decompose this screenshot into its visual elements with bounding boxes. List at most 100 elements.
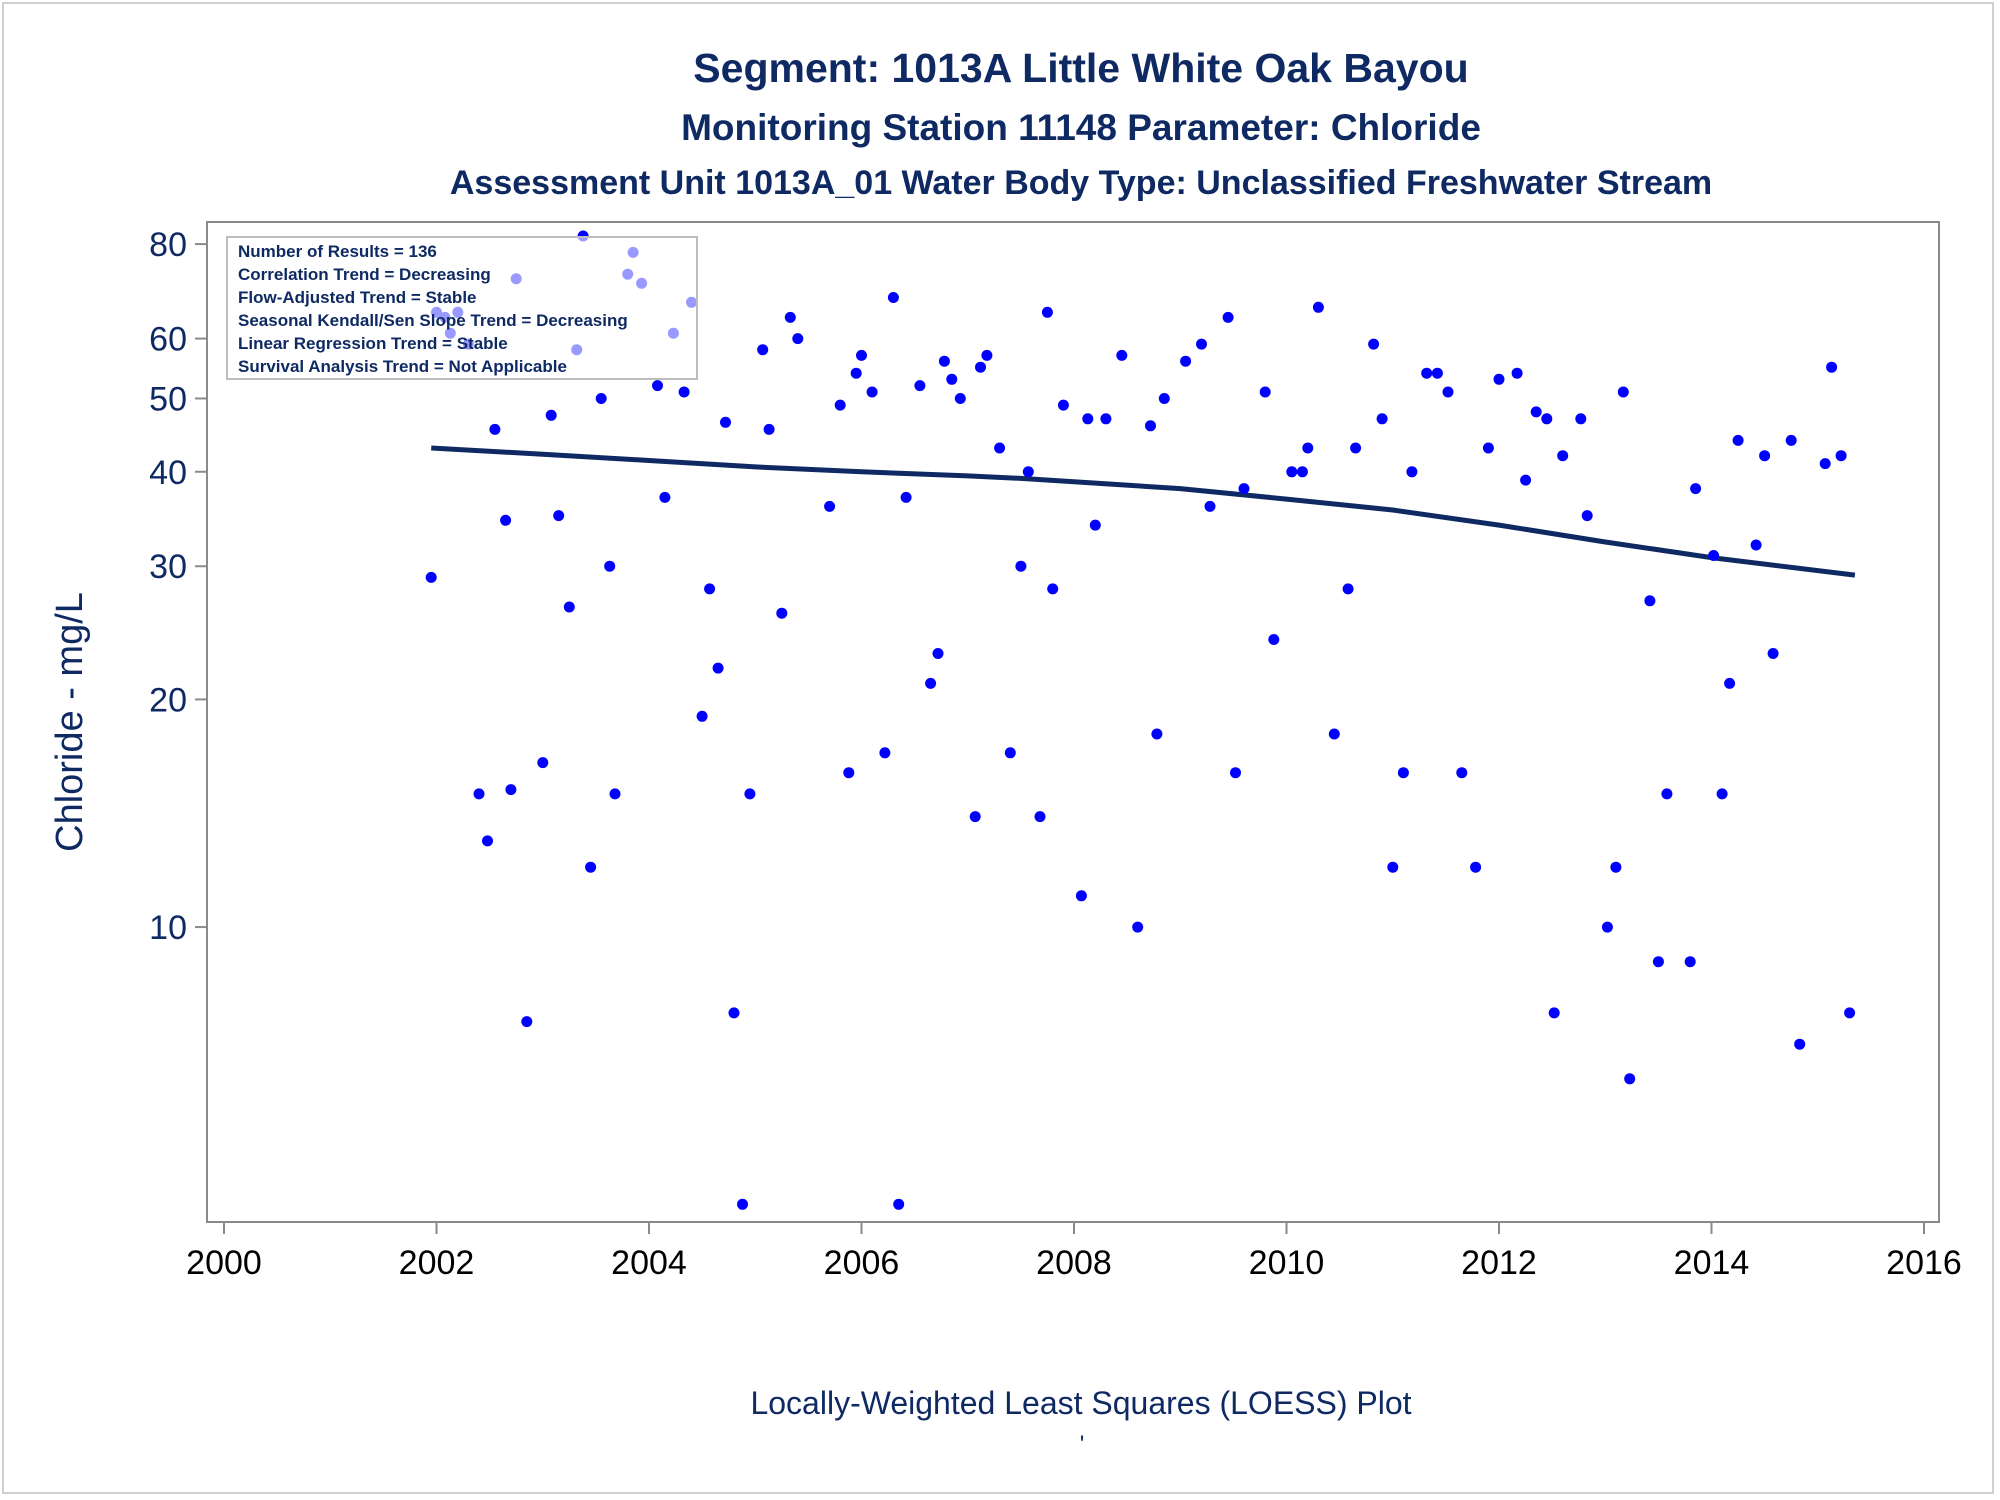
y-tick-label: 80 [149, 226, 187, 264]
data-point [1511, 367, 1523, 379]
data-point [866, 386, 878, 398]
data-point [1652, 956, 1664, 968]
chart-title: Segment: 1013A Little White Oak Bayou [693, 45, 1468, 91]
x-tick-label: 2014 [1674, 1244, 1750, 1282]
data-point [969, 811, 981, 823]
data-point [1328, 728, 1340, 740]
data-point [1406, 466, 1418, 478]
data-point [1082, 413, 1094, 425]
data-point [1387, 861, 1399, 873]
data-point [553, 510, 565, 522]
data-point [704, 583, 716, 595]
chart-canvas: Segment: 1013A Little White Oak Bayou Mo… [49, 45, 1962, 1458]
data-point [834, 399, 846, 411]
data-point [489, 423, 501, 435]
data-point [824, 500, 836, 512]
data-point [728, 1007, 740, 1019]
data-point [1376, 413, 1388, 425]
loess-trend-layer [431, 445, 1856, 578]
data-point [1342, 583, 1354, 595]
data-point [981, 349, 993, 361]
data-point [609, 788, 621, 800]
data-point [1158, 393, 1170, 404]
stats-legend: Number of Results = 136 Correlation Tren… [226, 236, 698, 380]
data-point [1015, 560, 1027, 572]
data-point [914, 380, 926, 392]
data-point [1732, 434, 1744, 446]
x-tick-label: 2002 [399, 1244, 475, 1282]
data-point [1075, 890, 1087, 902]
chart-subtitle: Monitoring Station 11148 Parameter: Chlo… [681, 107, 1481, 148]
x-tick-label: 2006 [824, 1244, 900, 1282]
data-point [1610, 861, 1622, 873]
data-point [1132, 921, 1144, 933]
stats-legend-line: Linear Regression Trend = Stable [238, 334, 508, 353]
data-point [1493, 373, 1505, 385]
data-point [1312, 301, 1324, 313]
data-point [545, 409, 557, 421]
y-tick-label: 50 [149, 380, 187, 418]
data-point [1581, 510, 1593, 522]
data-point [893, 1198, 905, 1210]
data-point [932, 648, 944, 659]
data-point [563, 601, 575, 613]
data-point [792, 333, 804, 345]
data-point [659, 491, 671, 503]
stats-legend-line: Number of Results = 136 [238, 242, 437, 261]
data-point [720, 416, 731, 428]
data-point [1145, 420, 1156, 432]
data-point [1819, 458, 1831, 470]
data-point [900, 491, 912, 503]
data-point [1759, 450, 1771, 462]
data-point [1644, 595, 1656, 607]
data-point [1196, 338, 1207, 350]
data-point [1431, 367, 1443, 379]
stats-legend-line: Flow-Adjusted Trend = Stable [238, 288, 477, 307]
x-axis-label: Locally-Weighted Least Squares (LOESS) P… [750, 1385, 1411, 1421]
x-tick-label: 2010 [1249, 1244, 1325, 1282]
x-tick-label: 2016 [1886, 1244, 1962, 1282]
data-point [763, 423, 775, 435]
data-point [1541, 413, 1553, 425]
data-point [1548, 1007, 1560, 1019]
data-point [1350, 442, 1362, 454]
chart-subtitle-2: Assessment Unit 1013A_01 Water Body Type… [450, 164, 1712, 202]
data-point [1296, 466, 1308, 478]
y-tick-label: 40 [149, 454, 187, 492]
data-point [1530, 406, 1542, 418]
x-tick-label: 2004 [611, 1244, 687, 1282]
data-point [1421, 367, 1433, 379]
data-point [537, 757, 549, 769]
data-point [1397, 767, 1409, 779]
data-point [1520, 474, 1532, 486]
data-point [1302, 442, 1314, 454]
data-point [1204, 500, 1216, 512]
data-point [1684, 956, 1696, 968]
data-point [1034, 811, 1046, 823]
data-point [696, 710, 708, 722]
data-point [1268, 634, 1280, 645]
data-point [744, 788, 756, 800]
y-tick-label: 30 [149, 548, 187, 586]
data-point [585, 861, 597, 873]
data-point [1690, 483, 1702, 495]
data-point [938, 355, 950, 367]
stats-legend-box [226, 236, 698, 380]
data-point [1794, 1038, 1806, 1050]
data-point [1230, 767, 1241, 779]
data-point [1004, 747, 1016, 759]
data-point [425, 571, 437, 583]
data-point [1089, 519, 1101, 531]
x-axis: 2000 2002 2004 2006 2008 2010 2012 2014 2016 [186, 1222, 1962, 1282]
data-point [595, 393, 607, 404]
data-point [856, 349, 867, 361]
data-point [1470, 861, 1482, 873]
data-point [712, 662, 724, 674]
data-point [473, 788, 485, 800]
data-point [1368, 338, 1380, 350]
data-point [946, 373, 958, 385]
data-point [1844, 1007, 1856, 1019]
data-point [1180, 355, 1192, 367]
data-point [776, 607, 788, 619]
